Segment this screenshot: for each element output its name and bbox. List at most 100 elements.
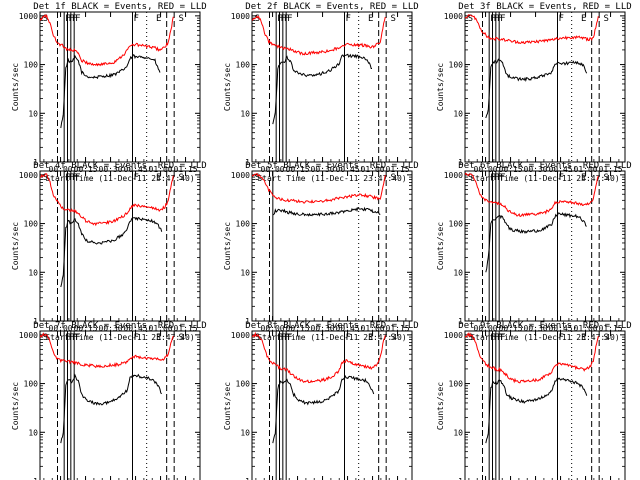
y-tick-label: 100 [236, 220, 251, 229]
x-tick-label: 01:15 [599, 165, 623, 174]
x-tick-label: 01:00 [574, 324, 598, 333]
y-tick-label: 1 [33, 158, 38, 167]
event-marker-label: F [500, 173, 505, 183]
event-marker-label: E [581, 333, 586, 343]
y-tick-label: 100 [24, 380, 39, 389]
y-axis-label: Counts/sec [223, 63, 232, 111]
x-tick-label: 01:15 [599, 324, 623, 333]
x-tick-label: 00:15 [74, 324, 98, 333]
chart-title: Det 9f BLACK = Events, RED = LLD [458, 321, 631, 331]
y-tick-label: 1000 [231, 171, 250, 180]
series-line-lld [40, 14, 174, 67]
x-tick-label: 00:00 [49, 165, 73, 174]
y-axis-label: Counts/sec [11, 63, 20, 111]
x-axis-label: Start Time (11-Dec-11 23:47:40) [470, 174, 619, 183]
y-tick-label: 100 [236, 61, 251, 70]
chart-panel-1: Det 1f BLACK = Events, RED = LLD 1 10 100 10… [11, 2, 207, 183]
x-tick-label: 00:30 [311, 324, 335, 333]
x-tick-label: 00:45 [336, 165, 360, 174]
chart-title: Det 8f BLACK = Events, RED = LLD [245, 321, 418, 331]
chart-panel-9: Det 9f BLACK = Events, RED = LLD 1 10 100 10… [436, 321, 632, 480]
plot-frame [39, 330, 201, 480]
event-marker-label: S [43, 173, 48, 183]
chart-panel-7: Det 7f BLACK = Events, RED = LLD 1 10 100 10… [11, 321, 207, 480]
x-tick-label: 01:15 [174, 165, 198, 174]
y-tick-label: 1000 [444, 331, 463, 340]
x-tick-label: 00:15 [74, 165, 98, 174]
plot-frame [39, 11, 201, 163]
x-tick-label: 00:00 [474, 165, 498, 174]
event-marker-label: F [75, 173, 80, 183]
event-marker-label: E [368, 333, 373, 343]
x-tick-label: 00:30 [99, 165, 123, 174]
x-axis-label: Start Time (11-Dec-11 23:47:40) [257, 174, 406, 183]
series-line-events [272, 53, 372, 125]
x-tick-label: 00:15 [286, 165, 310, 174]
x-tick-label: 00:30 [311, 165, 335, 174]
event-marker-label: S [255, 333, 260, 343]
event-marker-label: S [468, 333, 473, 343]
y-tick-label: 1000 [19, 12, 38, 21]
chart-panel-6: Det 6f BLACK = Events, RED = LLD11010010… [436, 161, 632, 342]
y-axis-label: Counts/sec [223, 382, 232, 430]
event-marker-label: S [468, 14, 473, 24]
y-tick-label: 10 [453, 268, 463, 277]
y-tick-label: 10 [240, 109, 250, 118]
y-tick-label: 10 [28, 428, 38, 437]
x-tick-label: 00:30 [99, 324, 123, 333]
event-marker-label: F [500, 333, 505, 343]
y-tick-label: 1 [245, 477, 250, 480]
y-axis-label: Counts/sec [223, 222, 232, 270]
y-tick-label: 1 [245, 317, 250, 326]
y-axis-label: Counts/sec [11, 382, 20, 430]
series-line-lld [40, 332, 174, 369]
series-line-lld [252, 172, 386, 204]
x-tick-label: 00:15 [499, 324, 523, 333]
event-marker-label: S [255, 173, 260, 183]
plot-frame [464, 11, 626, 163]
chart-panel-8: Det 8f BLACK = Events, RED = LLD 1 10 100 10… [223, 321, 419, 480]
series-line-lld [40, 173, 174, 227]
chart-title: Det 4f BLACK = Events, RED = LLD [33, 161, 206, 171]
plot-frame [251, 170, 413, 322]
y-tick-label: 1000 [231, 331, 250, 340]
series-line-lld [465, 332, 599, 384]
x-tick-label: 00:00 [261, 165, 285, 174]
x-tick-label: 01:00 [149, 165, 173, 174]
event-marker-label: E [581, 14, 586, 24]
event-marker-label: E [156, 333, 161, 343]
event-marker-label: F [134, 333, 139, 343]
event-marker-label: S [179, 173, 184, 183]
y-tick-label: 100 [236, 380, 251, 389]
event-marker-label: S [43, 333, 48, 343]
event-marker-label: S [604, 173, 609, 183]
event-marker-label: F [134, 173, 139, 183]
series-line-lld [252, 331, 386, 384]
x-axis-label: Start Time (11-Dec-11 23:47:40) [45, 333, 194, 342]
x-axis-label: Start Time (11-Dec-11 23:47:40) [470, 333, 619, 342]
x-tick-label: 00:00 [49, 324, 73, 333]
y-tick-label: 1 [458, 477, 463, 480]
event-marker-label: S [391, 14, 396, 24]
y-tick-label: 10 [28, 268, 38, 277]
x-tick-label: 00:45 [549, 324, 573, 333]
event-marker-label: S [604, 333, 609, 343]
chart-title: Det 5f BLACK = Events, RED = LLD [245, 161, 418, 171]
series-line-events [485, 58, 588, 119]
x-tick-label: 01:15 [386, 324, 410, 333]
x-tick-label: 00:30 [524, 324, 548, 333]
plot-frame [464, 170, 626, 322]
chart-panel-2: Det 2f BLACK = Events, RED = LLD 1 10 100 10… [223, 2, 419, 183]
event-marker-label: S [468, 173, 473, 183]
event-marker-label: F [559, 173, 564, 183]
x-tick-label: 00:45 [549, 165, 573, 174]
y-tick-label: 1 [458, 317, 463, 326]
series-line-events [272, 206, 381, 217]
series-line-events [60, 54, 161, 129]
y-tick-label: 100 [24, 220, 39, 229]
event-marker-label: F [287, 333, 292, 343]
event-marker-label: F [559, 14, 564, 24]
event-marker-label: F [134, 14, 139, 24]
